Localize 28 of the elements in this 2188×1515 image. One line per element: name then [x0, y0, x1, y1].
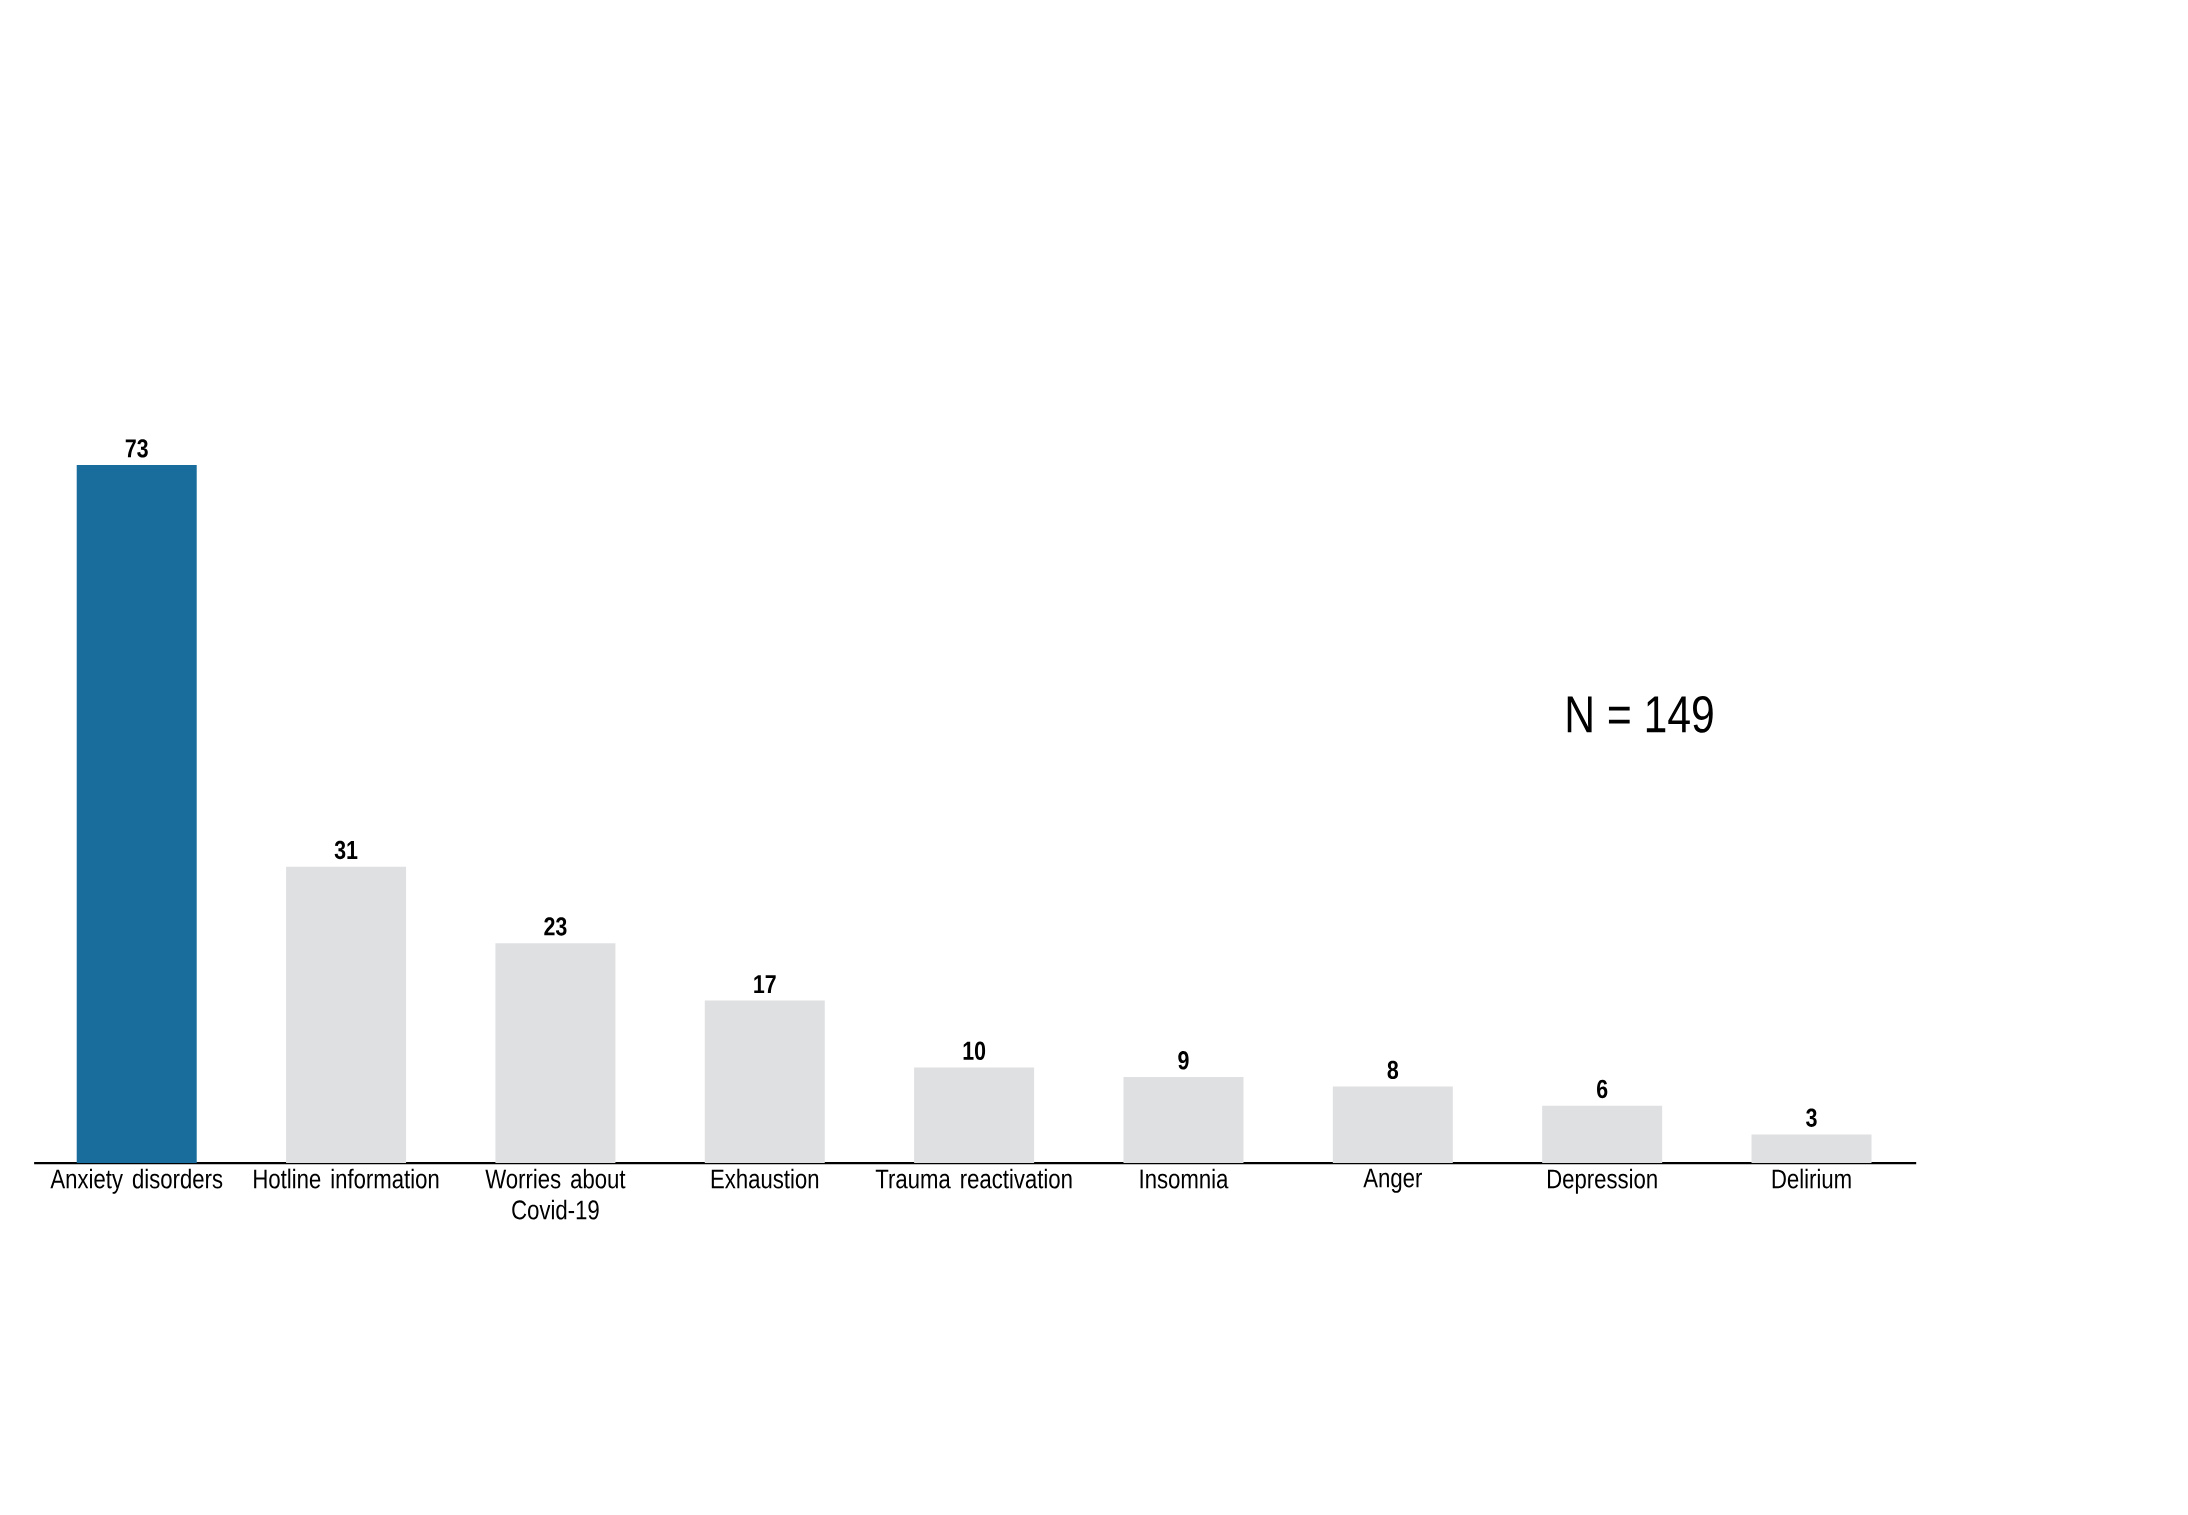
data-label: 3 — [1806, 1108, 1817, 1127]
data-label: 6 — [1597, 1079, 1608, 1099]
x-tick-label: Insomnia — [1140, 1168, 1229, 1189]
bar — [1542, 1105, 1663, 1164]
bar — [286, 866, 407, 1164]
x-tick-label: Exhaustion — [711, 1168, 819, 1189]
x-tick-label: Trauma reactivation — [875, 1168, 1072, 1189]
annotation: N = 149 — [1567, 695, 1713, 733]
x-tick-label: Worries about Covid-19 — [485, 1168, 626, 1220]
x-tick-label: Hotline information — [254, 1168, 439, 1189]
data-label: 17 — [754, 975, 776, 994]
bar — [1123, 1077, 1244, 1164]
bar — [1332, 1086, 1453, 1164]
data-label: 8 — [1387, 1060, 1399, 1080]
data-label: 31 — [334, 840, 358, 860]
x-tick-label: Delirium — [1772, 1168, 1851, 1189]
bar — [914, 1067, 1035, 1164]
bar — [1751, 1134, 1872, 1164]
x-tick-label: Depression — [1548, 1168, 1657, 1194]
x-tick-label: Anxiety disorders — [50, 1168, 223, 1194]
data-label: 10 — [963, 1041, 986, 1060]
data-label: 73 — [125, 439, 148, 458]
bar — [704, 1000, 825, 1164]
bar — [495, 943, 616, 1164]
bar — [76, 465, 197, 1164]
data-label: 23 — [544, 917, 567, 936]
x-tick-label: Anger — [1363, 1168, 1422, 1193]
data-label: 9 — [1178, 1051, 1189, 1070]
